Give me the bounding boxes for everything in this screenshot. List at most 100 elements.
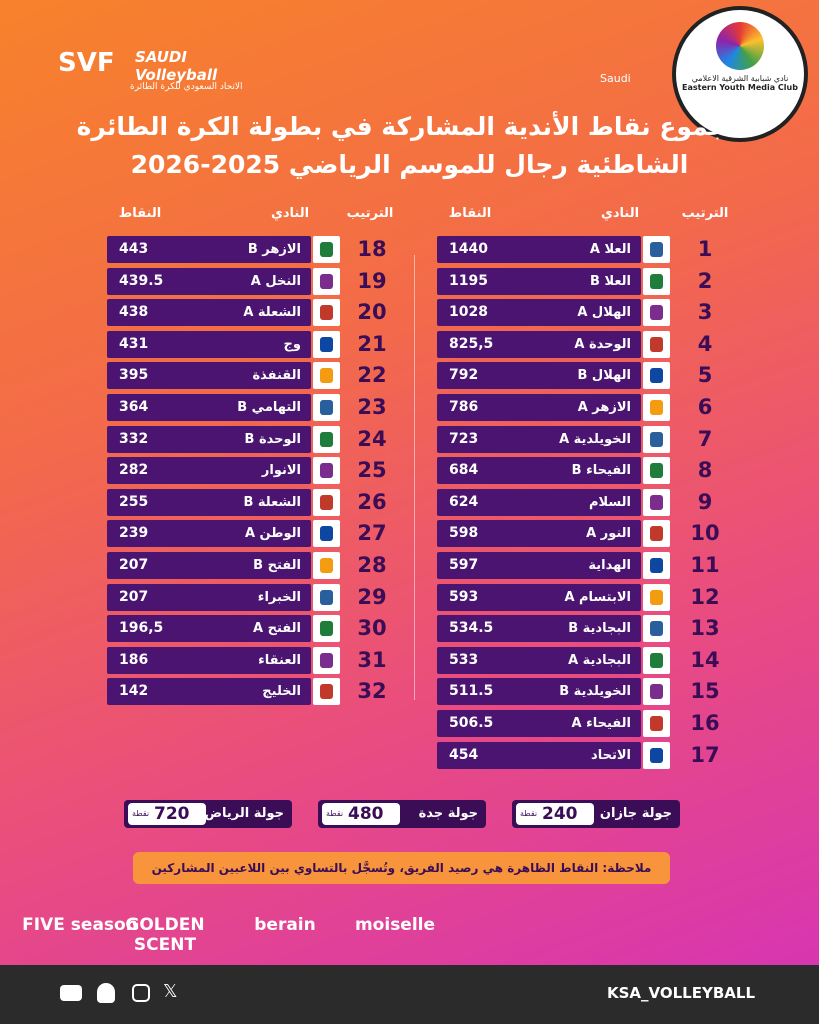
row-bar: 443 الازهر B <box>107 236 311 263</box>
club-logo <box>313 267 340 295</box>
logo-mark <box>650 716 663 731</box>
club-name: الابتسام A <box>564 589 631 605</box>
rank: 5 <box>697 363 713 388</box>
points: 1440 <box>449 241 488 257</box>
logo-mark <box>650 526 663 542</box>
points: 239 <box>119 525 149 542</box>
sponsor: berain <box>254 915 316 935</box>
youtube-icon[interactable] <box>60 985 82 1001</box>
sponsor: GOLDEN SCENT <box>125 915 205 955</box>
rank: 17 <box>690 742 720 767</box>
club-name: الفتح A <box>253 621 301 637</box>
tour-pill: 480 نقطة <box>322 803 400 825</box>
row-bar: 684 الفيحاء B <box>437 457 641 485</box>
club-name: التهامي B <box>237 400 301 415</box>
club-name: الخبراء <box>257 589 301 605</box>
club-name: الفيحاء B <box>571 463 631 479</box>
snapchat-icon[interactable] <box>97 983 115 1003</box>
x-icon[interactable]: 𝕏 <box>163 981 178 1002</box>
tour-unit: نقطة <box>520 809 538 818</box>
row-bar: 511.5 الخويلدية B <box>437 678 641 706</box>
club-logo <box>643 741 670 769</box>
brand: SAUDI Volleyball <box>135 48 218 84</box>
club-logo <box>643 520 670 548</box>
rank: 27 <box>357 521 387 546</box>
logo-mark <box>320 558 333 573</box>
tour-unit: نقطة <box>326 809 344 818</box>
column-header: الترتيب <box>346 206 394 221</box>
club-logo <box>313 362 340 390</box>
rank: 12 <box>690 584 720 609</box>
points: 207 <box>119 557 149 573</box>
club-badge: نادي شبابية الشرقية الاعلامي Eastern You… <box>672 6 808 142</box>
rank: 28 <box>357 553 387 577</box>
logo-mark <box>650 431 663 447</box>
club-name: النور A <box>586 526 631 542</box>
rank: 9 <box>697 489 713 514</box>
club-logo <box>313 236 340 263</box>
points: 825,5 <box>449 335 494 352</box>
club-logo <box>643 552 670 579</box>
club-name: النخل A <box>250 273 301 289</box>
rank: 32 <box>357 679 387 704</box>
row-bar: 506.5 الفيحاء A <box>437 710 641 737</box>
row-bar: 624 السلام <box>437 488 641 516</box>
rank: 31 <box>357 647 387 672</box>
rank: 23 <box>357 395 387 419</box>
logo-mark <box>320 242 333 257</box>
club-logo <box>643 299 670 327</box>
club-en: Eastern Youth Media Club <box>682 83 798 92</box>
logo-mark <box>650 558 663 573</box>
points: 534.5 <box>449 620 494 637</box>
club-name: القنفذة <box>252 368 301 384</box>
logo-mark <box>650 621 663 637</box>
points: 443 <box>119 241 149 257</box>
points: 506.5 <box>449 715 494 731</box>
row-bar: 186 العنقاء <box>107 646 311 674</box>
club-name: الفيحاء A <box>571 716 632 731</box>
rank: 16 <box>690 711 720 735</box>
points: 332 <box>119 430 149 447</box>
row-bar: 1440 العلا A <box>437 236 641 263</box>
row-bar: 1028 الهلال A <box>437 299 641 327</box>
points: 684 <box>449 462 479 479</box>
club-logo <box>643 394 670 421</box>
points: 1028 <box>449 304 488 321</box>
points: 431 <box>119 335 149 352</box>
rank: 30 <box>357 616 387 641</box>
points: 533 <box>449 651 479 668</box>
tour-name: جولة جدة <box>418 806 478 821</box>
logo-mark <box>320 526 333 542</box>
logo-mark <box>650 336 663 352</box>
tour-points: 240 <box>542 804 578 824</box>
sponsor: FIVE season <box>22 915 138 935</box>
club-logo <box>313 425 340 453</box>
instagram-icon[interactable] <box>132 984 150 1002</box>
club-name: الخويلدية A <box>559 431 631 447</box>
rank: 25 <box>357 458 387 483</box>
points: 364 <box>119 399 149 415</box>
club-logo <box>643 583 670 611</box>
points: 1195 <box>449 272 488 289</box>
club-logo <box>313 394 340 421</box>
points: 282 <box>119 462 149 479</box>
club-logo <box>643 330 670 358</box>
points: 597 <box>449 557 479 573</box>
tour-points: 480 <box>348 804 384 824</box>
club-logo <box>643 425 670 453</box>
rank: 6 <box>697 395 713 419</box>
club-name: الازهر A <box>577 400 631 415</box>
row-bar: 723 الخويلدية A <box>437 425 641 453</box>
points: 723 <box>449 430 479 447</box>
club-name: الازهر B <box>247 242 301 257</box>
rank: 18 <box>357 237 387 261</box>
footer: 𝕏 KSA_VOLLEYBALL <box>0 965 819 1024</box>
points: 142 <box>119 683 149 700</box>
club-logo <box>643 362 670 390</box>
row-bar: 533 البجادية A <box>437 646 641 674</box>
rank: 20 <box>357 300 387 325</box>
column-header: النقاط <box>448 206 492 221</box>
club-logo <box>643 488 670 516</box>
tour-pill: 720 نقطة <box>128 803 206 825</box>
column-header: الترتيب <box>681 206 729 221</box>
